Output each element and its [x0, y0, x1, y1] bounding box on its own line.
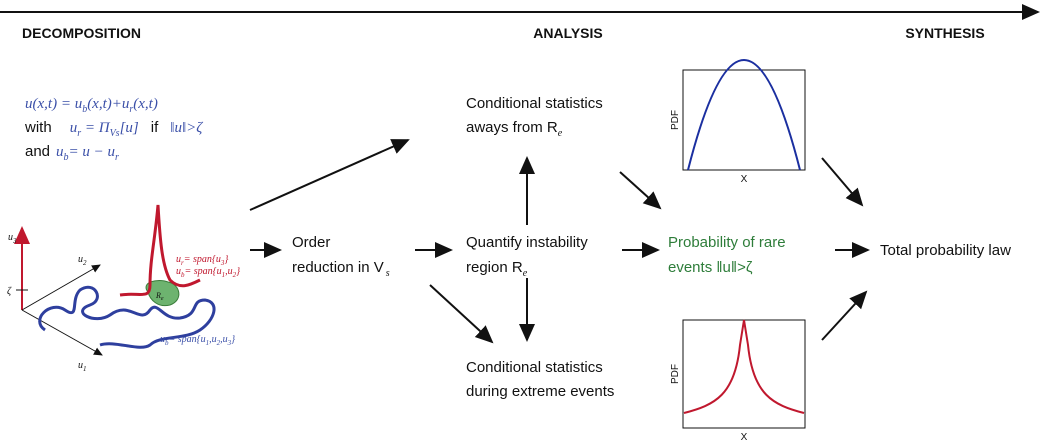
node-text: during extreme events [466, 383, 614, 400]
eq-sub: Vs [110, 128, 120, 139]
eq-text: = u − u [69, 144, 116, 160]
svg-text:u3: u3 [8, 232, 17, 245]
eq-text: u [56, 144, 64, 160]
span-label: = span{u [185, 266, 222, 277]
span-label: = span{u [169, 334, 206, 345]
node-sub: e [523, 268, 528, 279]
plot-x-label: X [741, 432, 748, 443]
sketch: u3 u2 u1 ζ Re ur= span{u3} ub= span{u1,u… [7, 205, 240, 373]
plot-y-label: PDF [670, 110, 681, 130]
node-text: Total probability law [880, 242, 1011, 259]
span-label: ,u [209, 334, 217, 345]
eq-text: ‖u‖>ζ [170, 120, 203, 136]
eq-sub: r [115, 152, 119, 163]
svg-text:aways from Re: aways from Re [466, 119, 563, 139]
eq-text: u(x,t) = u [25, 96, 82, 112]
svg-text:u2: u2 [78, 254, 87, 267]
svg-text:ub= span{u1,u2}: ub= span{u1,u2} [176, 266, 240, 279]
node-sub: e [558, 128, 563, 139]
span-label: } [231, 334, 235, 345]
region-sub: e [161, 296, 164, 302]
span-label: ,u [225, 266, 233, 277]
node-text: Conditional statistics [466, 95, 603, 112]
diagram: DECOMPOSITION ANALYSIS SYNTHESIS u(x,t) … [0, 0, 1045, 444]
node-text: Probability of rare [668, 234, 786, 251]
axis-sub: 2 [83, 259, 87, 267]
eq-text: = Π [81, 120, 111, 136]
stage-label: ANALYSIS [533, 25, 603, 41]
eq-text: (x,t) [133, 96, 158, 112]
stage-label: SYNTHESIS [905, 25, 984, 41]
eq-text: with [24, 119, 52, 136]
eq-text: and [25, 143, 50, 160]
svg-text:ub= span{u1,u2,u3}: ub= span{u1,u2,u3} [160, 334, 235, 347]
node-text: Conditional statistics [466, 359, 603, 376]
plot-extreme: PDF X [670, 320, 805, 443]
node-sub: s [386, 268, 390, 279]
node-text: Order [292, 234, 330, 251]
span-label: ,u [220, 334, 228, 345]
eq-text: (x,t)+u [87, 96, 129, 112]
axis-sub: 3 [12, 237, 17, 245]
axis-sub: 1 [83, 365, 87, 373]
span-label: } [236, 266, 240, 277]
plot-away: PDF X [670, 60, 805, 185]
svg-text:reduction in Vs: reduction in Vs [292, 259, 390, 279]
node-text: region R [466, 259, 523, 276]
node-text: aways from R [466, 119, 558, 136]
plot-y-label: PDF [670, 364, 681, 384]
node-text: Quantify instability [466, 234, 588, 251]
svg-text:u(x,t) = ub(x,t)+ur(x,t): u(x,t) = ub(x,t)+ur(x,t) [25, 96, 158, 115]
span-label: = span{u [184, 254, 221, 265]
eq-text: u [70, 120, 78, 136]
svg-text:region Re: region Re [466, 259, 528, 279]
span-label: } [224, 254, 228, 265]
threshold-label: ζ [7, 286, 12, 297]
node-text: events ‖u‖>ζ [668, 259, 753, 276]
stage-label: DECOMPOSITION [22, 25, 141, 41]
svg-text:u1: u1 [78, 360, 87, 373]
plot-x-label: X [741, 174, 748, 185]
node-text: reduction in V [292, 259, 384, 276]
eq-text: if [151, 119, 159, 136]
eq-text: [u] [120, 120, 139, 136]
